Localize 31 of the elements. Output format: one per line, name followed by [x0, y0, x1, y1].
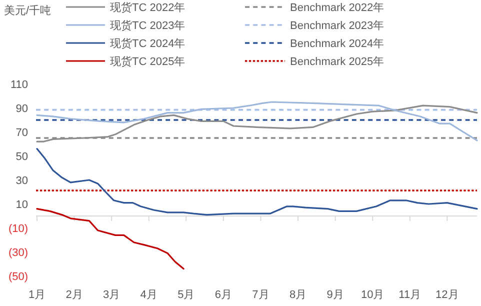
legend-label: Benchmark 2023年 — [290, 20, 384, 32]
x-tick-label: 8月 — [289, 289, 307, 301]
y-tick-label: 110 — [10, 79, 28, 91]
x-tick-label: 11月 — [398, 289, 422, 301]
x-tick-label: 3月 — [103, 289, 120, 301]
x-tick-label: 6月 — [214, 289, 232, 301]
text: 美元/千吨 — [4, 4, 52, 17]
y-tick-label: 30 — [16, 175, 28, 187]
x-tick-label: 4月 — [140, 289, 158, 301]
legend-label: 现货TC 2022年 — [110, 2, 186, 14]
x-tick-label: 5月 — [178, 289, 195, 301]
legend-label: Benchmark 2022年 — [290, 2, 384, 14]
x-tick-label: 7月 — [252, 289, 270, 301]
legend-label: Benchmark 2024年 — [290, 38, 384, 50]
x-tick-label: 2月 — [66, 289, 83, 301]
y-tick-label: (50) — [8, 271, 28, 283]
y-tick-label: (30) — [8, 247, 28, 259]
x-tick-label: 10月 — [360, 289, 384, 301]
y-tick-label: 50 — [16, 151, 28, 163]
y-tick-label: (10) — [8, 223, 28, 235]
y-tick-label: 70 — [16, 127, 28, 139]
x-tick-label: 1月 — [28, 289, 46, 301]
legend-label: 现货TC 2025年 — [110, 56, 186, 68]
x-tick-label: 9月 — [326, 289, 344, 301]
x-tick-label: 12月 — [436, 289, 459, 301]
legend-label: Benchmark 2025年 — [290, 56, 384, 68]
y-tick-label: 10 — [16, 199, 28, 211]
line-series — [36, 208, 184, 270]
y-tick-label: 90 — [16, 103, 28, 115]
legend-label: 现货TC 2023年 — [110, 20, 186, 32]
legend-label: 现货TC 2024年 — [110, 38, 186, 50]
